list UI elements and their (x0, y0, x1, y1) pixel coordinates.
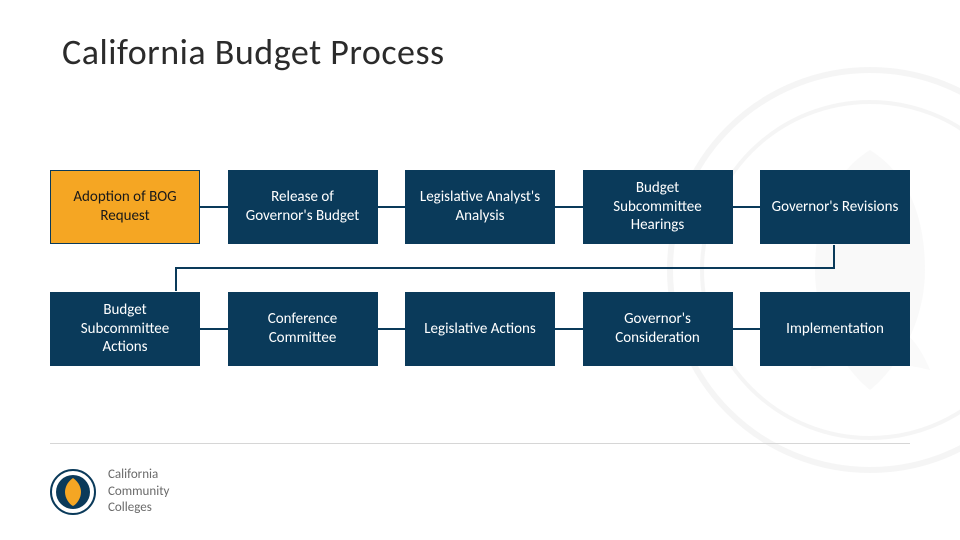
step-label: Legislative Analyst's Analysis (414, 188, 546, 226)
step-budget-subcommittee-actions: Budget Subcommittee Actions (50, 292, 200, 366)
step-label: Governor's Revisions (772, 198, 899, 217)
connector (733, 328, 761, 330)
connector (555, 206, 583, 208)
step-label: Implementation (786, 320, 884, 339)
step-budget-subcommittee-hearings: Budget Subcommittee Hearings (583, 170, 733, 244)
connector (378, 328, 406, 330)
page-title: California Budget Process (62, 30, 445, 74)
footer-line: Community (108, 484, 169, 500)
connector (200, 206, 228, 208)
step-label: Adoption of BOG Request (59, 188, 191, 226)
connector (378, 206, 406, 208)
ccc-seal-icon (50, 469, 96, 515)
wrap-connector (175, 245, 835, 291)
step-release-governors-budget: Release of Governor's Budget (228, 170, 378, 244)
step-label: Release of Governor's Budget (237, 188, 369, 226)
process-flow: Adoption of BOG Request Release of Gover… (50, 170, 910, 414)
step-legislative-analyst-analysis: Legislative Analyst's Analysis (405, 170, 555, 244)
flow-row-1: Adoption of BOG Request Release of Gover… (50, 170, 910, 244)
step-label: Governor's Consideration (592, 310, 724, 348)
connector (733, 206, 761, 208)
step-label: Budget Subcommittee Hearings (592, 179, 724, 235)
step-adoption-bog-request: Adoption of BOG Request (50, 170, 200, 244)
footer-rule (50, 443, 910, 444)
step-label: Conference Committee (237, 310, 369, 348)
footer-line: Colleges (108, 500, 169, 516)
connector (200, 328, 228, 330)
step-governors-consideration: Governor's Consideration (583, 292, 733, 366)
step-implementation: Implementation (760, 292, 910, 366)
footer-line: California (108, 467, 169, 483)
step-conference-committee: Conference Committee (228, 292, 378, 366)
step-legislative-actions: Legislative Actions (405, 292, 555, 366)
footer-logo: California Community Colleges (50, 467, 169, 516)
footer-org-name: California Community Colleges (108, 467, 169, 516)
step-label: Budget Subcommittee Actions (59, 301, 191, 357)
connector (555, 328, 583, 330)
step-governors-revisions: Governor's Revisions (760, 170, 910, 244)
flow-row-2: Budget Subcommittee Actions Conference C… (50, 292, 910, 366)
step-label: Legislative Actions (424, 320, 536, 339)
